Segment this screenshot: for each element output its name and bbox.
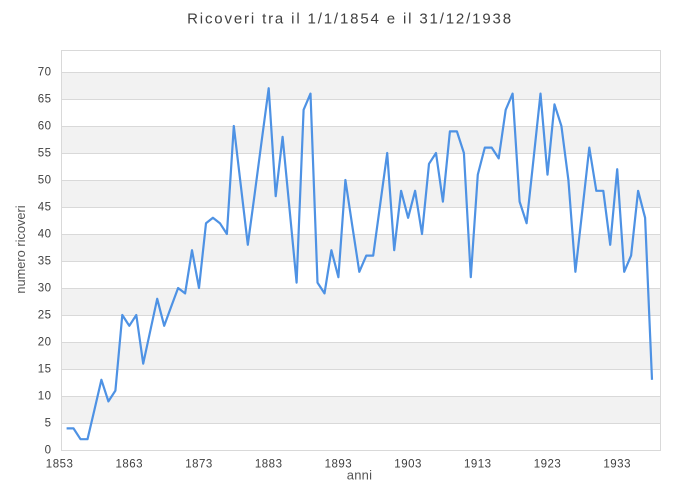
svg-text:50: 50 xyxy=(38,175,52,187)
svg-text:1903: 1903 xyxy=(394,458,422,470)
svg-text:30: 30 xyxy=(38,283,52,295)
svg-text:1923: 1923 xyxy=(534,458,562,470)
svg-text:20: 20 xyxy=(38,337,52,349)
svg-text:numero ricoveri: numero ricoveri xyxy=(13,205,28,293)
svg-text:anni: anni xyxy=(347,468,372,483)
svg-text:5: 5 xyxy=(45,418,52,430)
svg-text:40: 40 xyxy=(38,229,52,241)
svg-text:1913: 1913 xyxy=(464,458,492,470)
svg-text:15: 15 xyxy=(38,364,52,376)
svg-text:1853: 1853 xyxy=(46,458,74,470)
svg-text:35: 35 xyxy=(38,256,52,268)
svg-text:0: 0 xyxy=(45,445,52,457)
svg-text:70: 70 xyxy=(38,67,52,79)
svg-text:1863: 1863 xyxy=(116,458,144,470)
svg-text:25: 25 xyxy=(38,310,52,322)
svg-text:60: 60 xyxy=(38,121,52,133)
svg-text:1933: 1933 xyxy=(603,458,631,470)
svg-text:10: 10 xyxy=(38,391,52,403)
svg-text:1883: 1883 xyxy=(255,458,283,470)
svg-text:1873: 1873 xyxy=(185,458,213,470)
svg-text:55: 55 xyxy=(38,148,52,160)
svg-text:45: 45 xyxy=(38,202,52,214)
svg-text:65: 65 xyxy=(38,94,52,106)
svg-text:Ricoveri tra il 1/1/1854 e il: Ricoveri tra il 1/1/1854 e il 31/12/1938 xyxy=(187,11,513,28)
svg-text:1893: 1893 xyxy=(325,458,353,470)
